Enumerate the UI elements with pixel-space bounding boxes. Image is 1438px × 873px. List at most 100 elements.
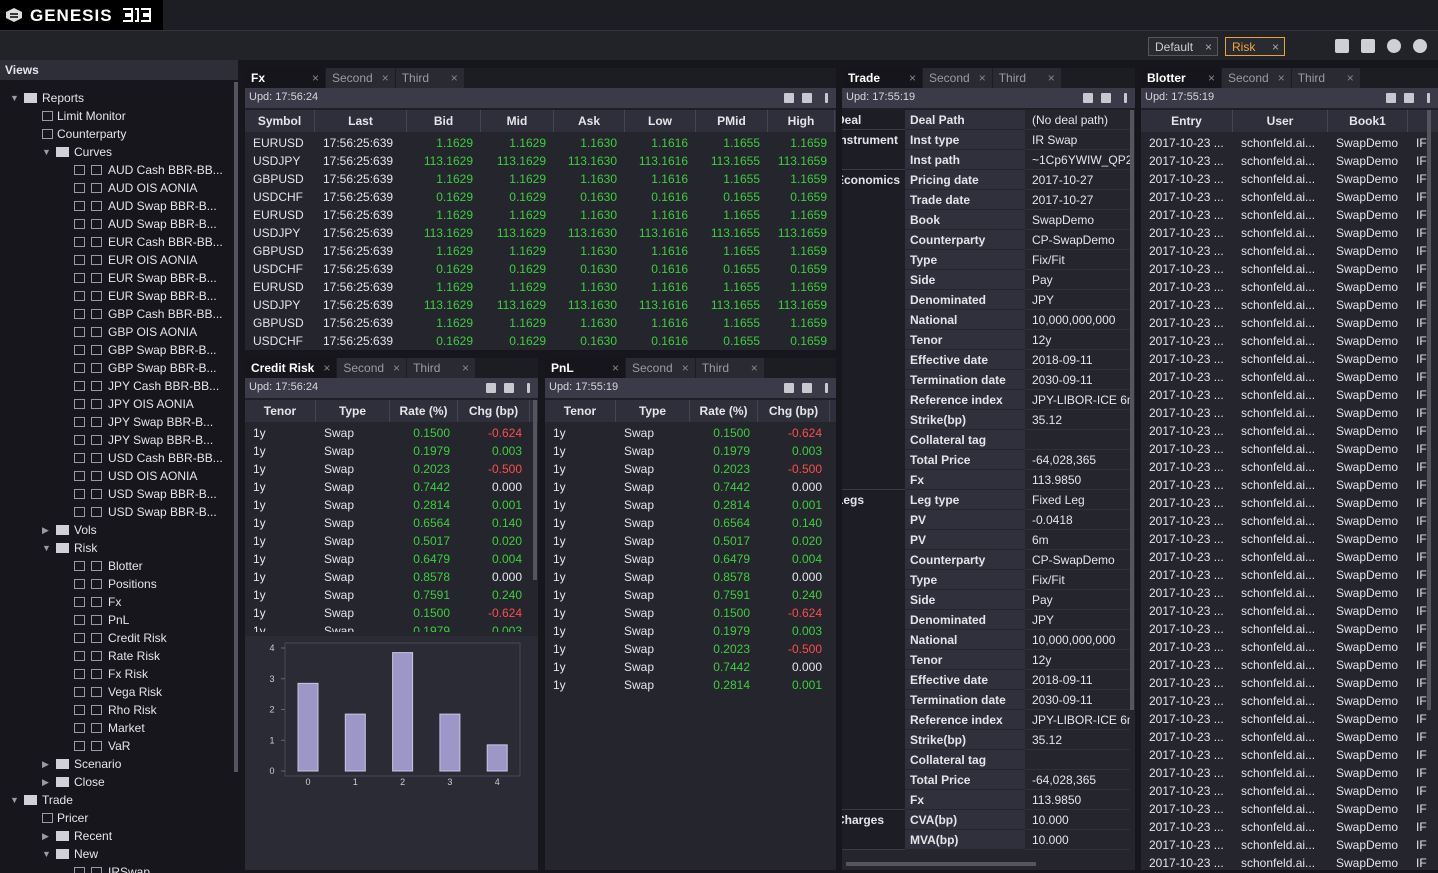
layout-tab[interactable]: Risk xyxy=(1225,37,1285,56)
table-row[interactable]: USDCHF 17:56:25:639 0.1629 0.1629 0.1630 0.16… xyxy=(245,188,836,206)
table-row[interactable]: USDJPY 17:56:25:639 113.1629 113.1629 113.16… xyxy=(245,224,836,242)
table-row[interactable]: 2017-10-23 ... schonfeld.ai... SwapDemo IF xyxy=(1141,512,1438,530)
table-row[interactable]: 2017-10-23 ... schonfeld.ai... SwapDemo IF xyxy=(1141,764,1438,782)
column-header[interactable]: Bid xyxy=(407,110,481,132)
table-row[interactable]: 1y Swap 0.7442 0.000 xyxy=(545,658,836,676)
panel-button[interactable] xyxy=(784,383,794,393)
tree-item[interactable]: AUD Cash BBR-BB... xyxy=(0,161,232,179)
property-value[interactable]: 35.12 xyxy=(1025,410,1130,430)
table-row[interactable]: 1y Swap 0.1500 -0.624 xyxy=(545,424,836,442)
column-header[interactable]: Book1 xyxy=(1328,110,1408,132)
table-row[interactable]: USDJPY 17:56:25:639 113.1629 113.1629 113.16… xyxy=(245,152,836,170)
table-row[interactable]: EURUSD 17:56:25:639 1.1629 1.1629 1.1630 1.16… xyxy=(245,206,836,224)
tab[interactable]: PnL xyxy=(545,358,625,378)
tab[interactable]: Trade xyxy=(842,68,922,88)
tree-item[interactable]: Market xyxy=(0,719,232,737)
table-row[interactable]: 2017-10-23 ... schonfeld.ai... SwapDemo IF xyxy=(1141,332,1438,350)
tree-item[interactable]: JPY OIS AONIA xyxy=(0,395,232,413)
table-row[interactable]: 2017-10-23 ... schonfeld.ai... SwapDemo IF xyxy=(1141,188,1438,206)
tree-item[interactable]: Limit Monitor xyxy=(0,107,232,125)
tree-item[interactable]: EUR Cash BBR-BB... xyxy=(0,233,232,251)
layout-tab[interactable]: Default xyxy=(1148,37,1218,56)
table-row[interactable]: USDCHF 17:56:25:639 0.1629 0.1629 0.1630 0.16… xyxy=(245,332,836,350)
table-row[interactable]: 2017-10-23 ... schonfeld.ai... SwapDemo IF xyxy=(1141,638,1438,656)
panel-button[interactable] xyxy=(1386,93,1396,103)
table-row[interactable]: 2017-10-23 ... schonfeld.ai... SwapDemo IF xyxy=(1141,836,1438,854)
table-row[interactable]: 2017-10-23 ... schonfeld.ai... SwapDemo IF xyxy=(1141,224,1438,242)
table-row[interactable]: 2017-10-23 ... schonfeld.ai... SwapDemo IF xyxy=(1141,152,1438,170)
table-row[interactable]: 1y Swap 0.6564 0.140 xyxy=(545,514,836,532)
menu-button[interactable] xyxy=(825,93,828,103)
table-row[interactable]: 1y Swap 0.7591 0.240 xyxy=(545,586,836,604)
tree-item[interactable]: Credit Risk xyxy=(0,629,232,647)
tree-item[interactable]: Fx Risk xyxy=(0,665,232,683)
settings-icon[interactable] xyxy=(1387,39,1401,53)
add-icon[interactable] xyxy=(1335,39,1349,53)
tree-item[interactable]: ▶ Recent xyxy=(0,827,232,845)
tree-item[interactable]: IRSwap xyxy=(0,863,232,873)
table-row[interactable]: 2017-10-23 ... schonfeld.ai... SwapDemo IF xyxy=(1141,800,1438,818)
table-row[interactable]: 1y Swap 0.6479 0.004 xyxy=(545,550,836,568)
tree-item[interactable]: EUR Swap BBR-B... xyxy=(0,269,232,287)
tree-item[interactable]: USD Swap BBR-B... xyxy=(0,485,232,503)
table-row[interactable]: 2017-10-23 ... schonfeld.ai... SwapDemo IF xyxy=(1141,134,1438,152)
table-row[interactable]: 1y Swap 0.7591 0.240 xyxy=(245,586,538,604)
tree-item[interactable]: ▼ Reports xyxy=(0,89,232,107)
tab[interactable]: Third xyxy=(407,358,476,378)
table-row[interactable]: 2017-10-23 ... schonfeld.ai... SwapDemo IF xyxy=(1141,548,1438,566)
column-header[interactable]: Rate (%) xyxy=(690,400,758,422)
table-row[interactable]: 2017-10-23 ... schonfeld.ai... SwapDemo IF xyxy=(1141,584,1438,602)
table-row[interactable]: 1y Swap 0.8578 0.000 xyxy=(245,568,538,586)
property-value[interactable]: Fix/Fit xyxy=(1025,250,1130,270)
column-header[interactable]: Last xyxy=(315,110,407,132)
tab[interactable]: Third xyxy=(695,358,764,378)
table-row[interactable]: 2017-10-23 ... schonfeld.ai... SwapDemo IF xyxy=(1141,728,1438,746)
column-header[interactable]: Chg (bp) xyxy=(758,400,830,422)
property-value[interactable]: 2017-10-27 xyxy=(1025,170,1130,190)
property-value[interactable]: CP-SwapDemo xyxy=(1025,230,1130,250)
property-value[interactable]: (No deal path) xyxy=(1025,110,1130,130)
table-row[interactable]: 1y Swap 0.2023 -0.500 xyxy=(245,460,538,478)
tree-item[interactable]: PnL xyxy=(0,611,232,629)
property-value[interactable]: 10.000 xyxy=(1025,830,1130,850)
property-value[interactable] xyxy=(1025,750,1130,770)
panel-button[interactable] xyxy=(1083,93,1093,103)
table-row[interactable]: 1y Swap 0.2023 -0.500 xyxy=(545,460,836,478)
tab[interactable]: Second xyxy=(326,68,395,88)
tree-item[interactable]: AUD Swap BBR-B... xyxy=(0,215,232,233)
table-row[interactable]: 2017-10-23 ... schonfeld.ai... SwapDemo IF xyxy=(1141,692,1438,710)
tree-item[interactable]: AUD OIS AONIA xyxy=(0,179,232,197)
table-row[interactable]: USDCHF 17:56:25:639 0.1629 0.1629 0.1630 0.16… xyxy=(245,260,836,278)
table-row[interactable]: 2017-10-23 ... schonfeld.ai... SwapDemo IF xyxy=(1141,458,1438,476)
menu-button[interactable] xyxy=(527,383,530,393)
table-row[interactable]: 2017-10-23 ... schonfeld.ai... SwapDemo IF xyxy=(1141,440,1438,458)
tab[interactable]: Second xyxy=(1222,68,1291,88)
table-row[interactable]: 2017-10-23 ... schonfeld.ai... SwapDemo IF xyxy=(1141,314,1438,332)
tree-item[interactable]: JPY Swap BBR-B... xyxy=(0,413,232,431)
table-row[interactable]: 2017-10-23 ... schonfeld.ai... SwapDemo IF xyxy=(1141,206,1438,224)
table-row[interactable]: 1y Swap 0.7442 0.000 xyxy=(545,478,836,496)
table-row[interactable]: USDJPY 17:56:25:639 113.1629 113.1629 113.16… xyxy=(245,296,836,314)
tree-item[interactable]: GBP Cash BBR-BB... xyxy=(0,305,232,323)
table-row[interactable]: 1y Swap 0.2814 0.001 xyxy=(245,496,538,514)
table-row[interactable]: 2017-10-23 ... schonfeld.ai... SwapDemo IF xyxy=(1141,782,1438,800)
tab[interactable]: Credit Risk xyxy=(245,358,337,378)
property-value[interactable]: Fix/Fit xyxy=(1025,570,1130,590)
property-value[interactable]: IR Swap xyxy=(1025,130,1130,150)
tree-item[interactable]: Blotter xyxy=(0,557,232,575)
tree-item[interactable]: GBP Swap BBR-B... xyxy=(0,359,232,377)
column-header[interactable]: Type xyxy=(616,400,690,422)
tree-item[interactable]: ▶ Close xyxy=(0,773,232,791)
table-row[interactable]: 2017-10-23 ... schonfeld.ai... SwapDemo IF xyxy=(1141,566,1438,584)
panel-button[interactable] xyxy=(504,383,514,393)
tree-item[interactable]: JPY Swap BBR-B... xyxy=(0,431,232,449)
tree-item[interactable]: Pricer xyxy=(0,809,232,827)
property-value[interactable]: JPY-LIBOR-ICE 6m xyxy=(1025,710,1130,730)
property-value[interactable]: 12y xyxy=(1025,650,1130,670)
menu-button[interactable] xyxy=(1124,93,1127,103)
property-value[interactable]: 2030-09-11 xyxy=(1025,370,1130,390)
table-row[interactable]: 1y Swap 0.6564 0.140 xyxy=(245,514,538,532)
property-value[interactable]: 35.12 xyxy=(1025,730,1130,750)
table-row[interactable]: 2017-10-23 ... schonfeld.ai... SwapDemo IF xyxy=(1141,386,1438,404)
menu-button[interactable] xyxy=(1427,93,1430,103)
